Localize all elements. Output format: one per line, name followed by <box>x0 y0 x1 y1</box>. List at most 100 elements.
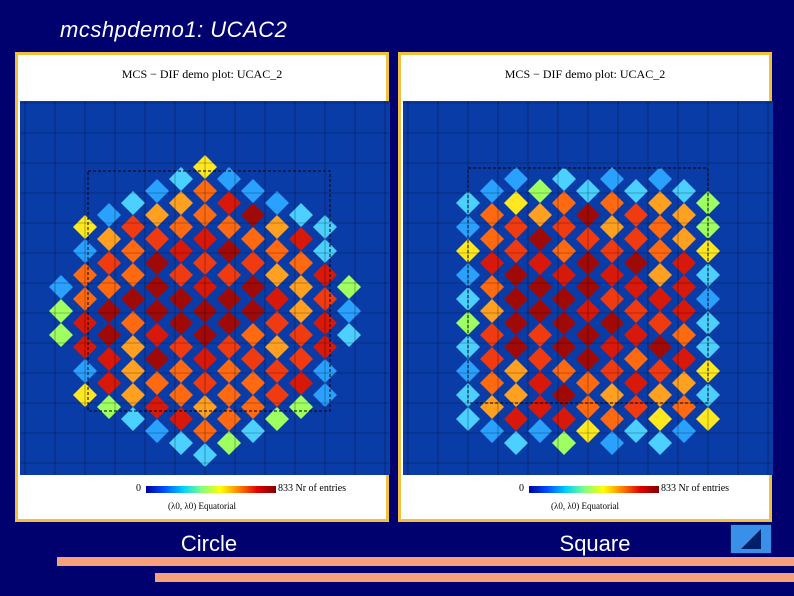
map-tile <box>145 371 169 395</box>
map-tile <box>624 395 648 419</box>
map-tile <box>265 263 289 287</box>
plot-title: MCS − DIF demo plot: UCAC_2 <box>121 67 283 81</box>
map-tile <box>600 239 624 263</box>
map-tile <box>504 287 528 311</box>
map-tile <box>169 383 193 407</box>
map-tile <box>600 407 624 431</box>
map-tile <box>121 263 145 287</box>
map-tile <box>217 263 241 287</box>
map-tile <box>648 167 672 191</box>
map-tile <box>624 203 648 227</box>
map-tile <box>504 383 528 407</box>
previous-triangle-icon <box>741 529 761 549</box>
map-tile <box>97 347 121 371</box>
map-tile <box>552 263 576 287</box>
map-tile <box>145 323 169 347</box>
decorative-bar-top <box>57 557 794 566</box>
map-tile <box>145 251 169 275</box>
map-tile <box>648 311 672 335</box>
map-tile <box>504 191 528 215</box>
map-tile <box>504 215 528 239</box>
map-tile <box>289 251 313 275</box>
map-tile <box>480 299 504 323</box>
map-tile <box>672 203 696 227</box>
map-tile <box>600 359 624 383</box>
map-tile <box>217 287 241 311</box>
region-outline <box>467 167 709 404</box>
map-tile <box>504 263 528 287</box>
sky-map-image <box>20 101 390 475</box>
map-tile <box>265 311 289 335</box>
map-tile <box>289 323 313 347</box>
map-tile <box>480 419 504 443</box>
map-tile <box>648 407 672 431</box>
region-outline <box>87 170 331 412</box>
previous-slide-button[interactable] <box>730 524 772 554</box>
map-tile <box>169 263 193 287</box>
map-tile <box>97 203 121 227</box>
map-tile <box>121 383 145 407</box>
map-tile <box>480 179 504 203</box>
map-tile <box>265 191 289 215</box>
map-tile <box>265 215 289 239</box>
map-tile <box>241 371 265 395</box>
map-tile <box>289 275 313 299</box>
map-tile <box>217 239 241 263</box>
map-tile <box>648 263 672 287</box>
map-tile <box>241 203 265 227</box>
map-tile <box>504 167 528 191</box>
map-tile <box>504 239 528 263</box>
map-tile <box>648 215 672 239</box>
map-tile <box>504 335 528 359</box>
map-tile <box>528 419 552 443</box>
map-tile <box>480 203 504 227</box>
map-tile <box>480 251 504 275</box>
map-tile <box>265 407 289 431</box>
map-tile <box>672 179 696 203</box>
map-tile <box>145 347 169 371</box>
map-tile <box>145 275 169 299</box>
map-tile <box>624 275 648 299</box>
colorbar-gradient <box>529 486 659 493</box>
map-tile <box>552 215 576 239</box>
map-tile <box>97 275 121 299</box>
map-tile <box>289 203 313 227</box>
colorbar-min-label: 0 <box>136 483 141 494</box>
map-tile <box>552 407 576 431</box>
map-tile <box>169 311 193 335</box>
map-tile <box>169 335 193 359</box>
map-tile <box>600 335 624 359</box>
map-tile <box>289 395 313 419</box>
map-tile <box>624 323 648 347</box>
map-tile <box>600 167 624 191</box>
map-tile <box>528 179 552 203</box>
caption-circle: Circle <box>180 531 238 556</box>
map-tile <box>672 395 696 419</box>
map-tile <box>217 335 241 359</box>
map-tile <box>648 287 672 311</box>
map-tile <box>121 191 145 215</box>
map-tile <box>97 323 121 347</box>
map-tile <box>217 215 241 239</box>
map-tile <box>145 299 169 323</box>
map-tile <box>528 227 552 251</box>
plot-panel-square: MCS − DIF demo plot: UCAC_2 0 833 Nr of … <box>398 52 773 522</box>
map-tile <box>289 299 313 323</box>
map-tile <box>624 371 648 395</box>
map-tile <box>49 323 73 347</box>
coordinate-label: (λ0, λ0) Equatorial <box>551 501 619 511</box>
plot-title: MCS − DIF demo plot: UCAC_2 <box>504 67 666 81</box>
map-tile <box>672 251 696 275</box>
map-tile <box>145 203 169 227</box>
map-tile <box>600 431 624 455</box>
decorative-bar-bottom <box>155 573 794 582</box>
map-tile <box>648 359 672 383</box>
map-tile <box>241 227 265 251</box>
colorbar-min-label: 0 <box>519 483 524 494</box>
map-tile <box>289 347 313 371</box>
map-tile <box>121 335 145 359</box>
sky-map-image <box>403 101 773 475</box>
map-tile <box>528 299 552 323</box>
map-tile <box>121 407 145 431</box>
map-tile <box>49 299 73 323</box>
